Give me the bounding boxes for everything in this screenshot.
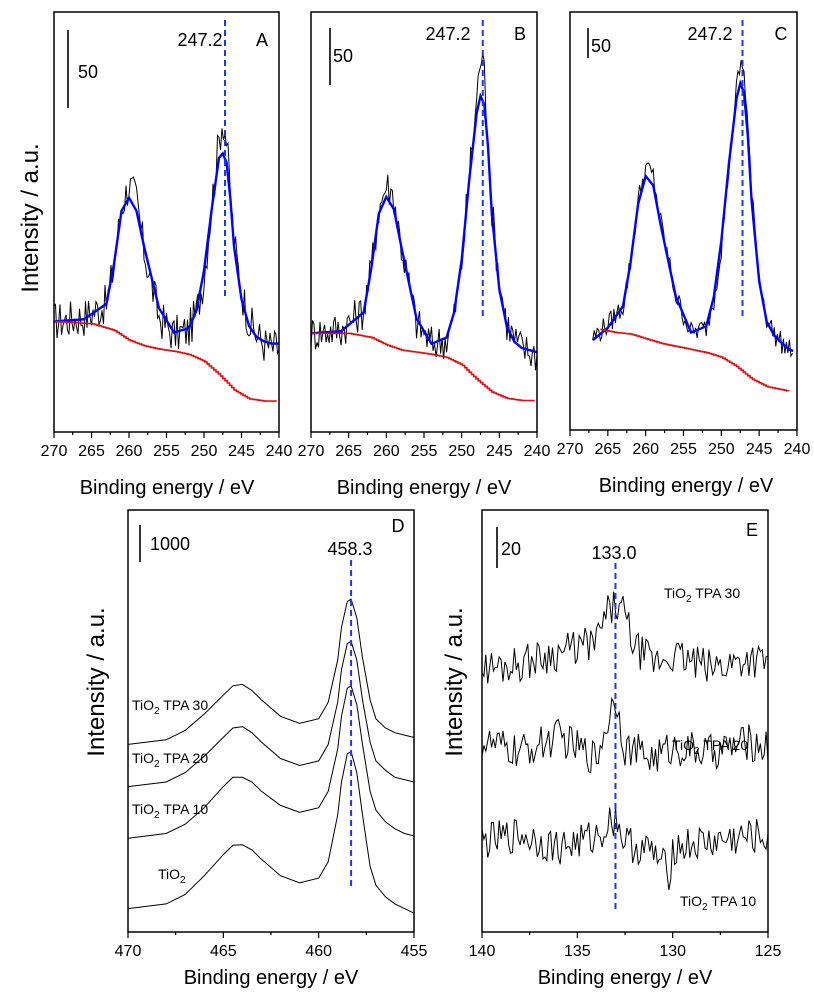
panel-a-scale-bar-label: 50 [78, 62, 98, 82]
panel-c-series-fitted-envelope [591, 79, 794, 353]
panel-d-tick-label: 465 [210, 943, 237, 960]
panel-b-xlabel: Binding energy / eV [337, 477, 512, 499]
panel-d-tick-label: 460 [305, 943, 332, 960]
panel-d-series-curve-1 [128, 750, 414, 914]
panel-e-tick-label: 135 [564, 943, 591, 960]
panel-b-tick-label: 270 [298, 443, 325, 460]
panel-a-letter: A [256, 30, 268, 50]
panel-c-series-raw-spectrum [592, 60, 793, 358]
panel-a-tick-label: 250 [191, 443, 218, 460]
panel-b-tick-label: 245 [486, 443, 513, 460]
panel-c-tick-label: 245 [746, 441, 773, 458]
panel-e-series-curve-3 [482, 591, 768, 684]
panel-d-curves [128, 598, 414, 914]
panel-b-tick-label: 265 [335, 443, 362, 460]
panel-b-series-background [311, 332, 535, 402]
panel-c: 270 265 260 255 250 245 240 50 247.2 C [557, 11, 811, 458]
panel-d-series-curve-2 [128, 685, 414, 839]
panel-d-series-curve-3 [128, 640, 414, 788]
panel-a-tick-label: 270 [41, 443, 68, 460]
panel-a-tick-label: 240 [266, 443, 293, 460]
panel-b: 270 265 260 255 250 245 240 50 247.2 B [298, 11, 551, 460]
panel-e-tick-label: 140 [469, 943, 496, 960]
panel-c-curves [591, 60, 794, 392]
panel-d-tick-label: 470 [115, 943, 142, 960]
panel-b-scale-bar-label: 50 [333, 46, 353, 66]
panel-c-tick-label: 265 [594, 441, 621, 458]
panel-d-series-label: TiO2 [158, 866, 186, 886]
panel-a-tick-label: 255 [153, 443, 180, 460]
panel-c-frame [569, 11, 798, 431]
panel-a-ylabel: Intensity / a.u. [17, 143, 44, 292]
panel-b-tick-label: 250 [448, 443, 475, 460]
panel-c-scale-bar-label: 50 [591, 36, 611, 56]
panel-d-series-label: TiO2 TPA 30 [132, 697, 208, 717]
panel-e-xlabel: Binding energy / eV [538, 967, 713, 989]
panel-e-curves [482, 591, 768, 891]
panel-d: 470 465 460 455 1000 458.3 D TiO2 TiO2 TPA 10 TiO… [115, 509, 428, 960]
panel-c-tick-label: 260 [632, 441, 659, 458]
panel-b-series-fitted-envelope [311, 92, 537, 354]
panel-d-xlabel: Binding energy / eV [184, 967, 359, 989]
panel-a-series-fitted-envelope [54, 151, 279, 345]
panel-d-series-label: TiO2 TPA 20 [132, 750, 208, 770]
panel-e-scale-bar-label: 20 [501, 539, 521, 559]
panel-c-peak-label: 247.2 [687, 24, 732, 44]
panel-e-letter: E [746, 520, 758, 540]
panel-b-frame [310, 11, 538, 433]
panel-b-peak-label: 247.2 [425, 24, 470, 44]
panel-c-tick-label: 240 [784, 441, 811, 458]
panel-e-series-label: TiO2 TPA 10 [680, 893, 756, 913]
panel-b-tick-label: 260 [373, 443, 400, 460]
panel-c-tick-label: 250 [708, 441, 735, 458]
panel-e-frame [481, 509, 769, 933]
panel-e-series-curve-2 [482, 696, 768, 774]
panel-d-peak-label: 458.3 [327, 539, 372, 559]
panel-b-tick-label: 240 [524, 443, 551, 460]
panel-a-series-background [54, 320, 277, 402]
panel-d-scale-bar-label: 1000 [150, 534, 190, 554]
panel-d-ylabel: Intensity / a.u. [83, 607, 110, 756]
panel-b-tick-label: 255 [411, 443, 438, 460]
panel-e-ylabel: Intensity / a.u. [441, 607, 468, 756]
panel-d-series-curve-4 [128, 598, 414, 745]
panel-b-letter: B [514, 24, 526, 44]
panel-b-series-raw-spectrum [311, 52, 537, 371]
panel-c-xlabel: Binding energy / eV [599, 475, 774, 497]
panel-c-series-background [600, 328, 790, 392]
panel-c-tick-label: 270 [557, 441, 584, 458]
panel-d-series-label: TiO2 TPA 10 [132, 801, 208, 821]
panel-e-peak-label: 133.0 [591, 543, 636, 563]
panel-d-letter: D [392, 516, 405, 536]
panel-a-tick-label: 260 [116, 443, 143, 460]
panel-a-tick-label: 245 [228, 443, 255, 460]
panel-d-tick-label: 455 [401, 943, 428, 960]
panel-a-curves [54, 128, 279, 402]
panel-a-series-raw-spectrum [54, 128, 279, 361]
panel-e: 140 135 130 125 20 133.0 E TiO2 TPA 10 TiO2 TPA … [469, 509, 782, 960]
panel-b-curves [311, 52, 537, 402]
panel-a-tick-label: 265 [78, 443, 105, 460]
panel-c-tick-label: 255 [670, 441, 697, 458]
panel-a: 270 265 260 255 250 245 240 50 247.2 A [41, 11, 293, 460]
panel-e-tick-label: 130 [659, 943, 686, 960]
panel-a-peak-label: 247.2 [177, 30, 222, 50]
panel-e-series-curve-1 [482, 806, 768, 891]
panel-e-series-label: TiO2 TPA 30 [664, 585, 740, 605]
panel-c-letter: C [775, 24, 788, 44]
panel-e-tick-label: 125 [755, 943, 782, 960]
panel-e-series-label: TiO2 TPA 20 [672, 737, 748, 757]
panel-a-xlabel: Binding energy / eV [80, 477, 255, 499]
